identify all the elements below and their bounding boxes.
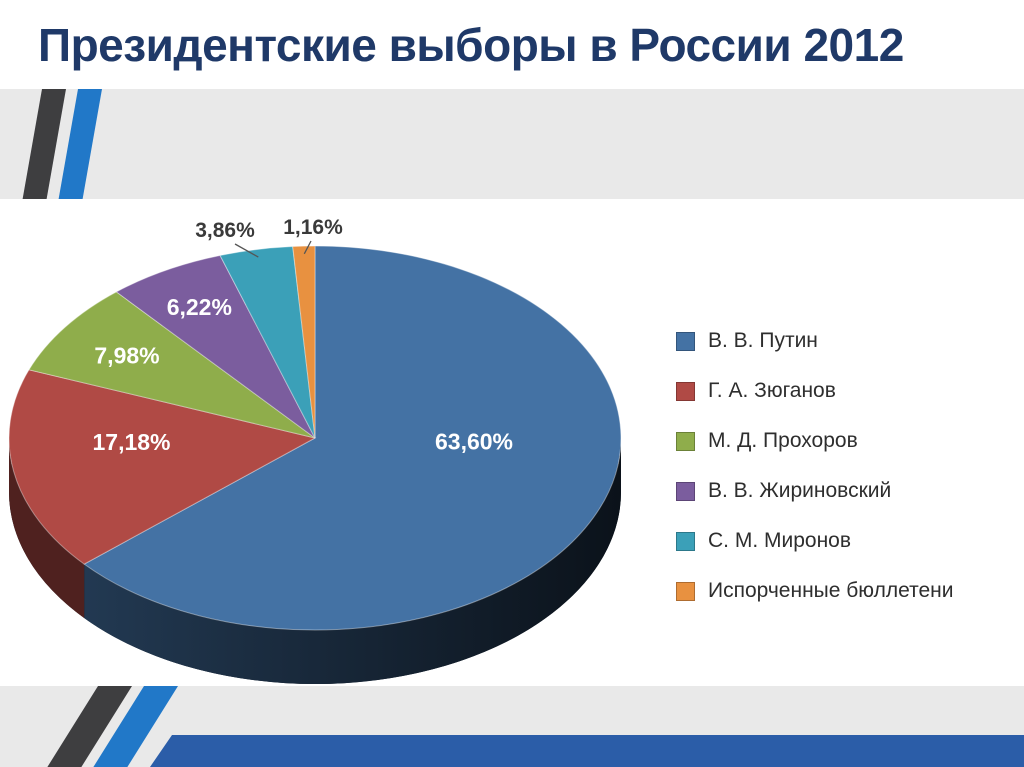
legend-swatch [676, 531, 695, 551]
legend-label: М. Д. Прохоров [708, 429, 858, 452]
decorative-stripe-dark-top [22, 89, 66, 199]
decorative-stripe-blue-top [58, 89, 102, 199]
slide-title: Президентские выборы в России 2012 [38, 18, 904, 71]
legend-label: Испорченные бюллетени [708, 579, 954, 602]
legend-label: В. В. Путин [708, 329, 818, 352]
pie-side-0 [84, 438, 621, 685]
legend-swatch [676, 481, 695, 501]
legend-label: В. В. Жириновский [708, 479, 892, 502]
pie-chart: 63,60% 17,18% 7,98% 6,22% 3,86% 1,16% [8, 216, 622, 685]
pie-slice-1 [8, 369, 317, 565]
legend-swatch [676, 331, 695, 351]
top-decoration-band [0, 89, 1024, 199]
pie-slice-5 [292, 245, 316, 439]
legend-label: С. М. Миронов [708, 529, 852, 552]
legend-item-2: М. Д. Прохоров [676, 428, 953, 454]
legend-item-3: В. В. Жириновский [676, 478, 953, 504]
pie-label-2: 7,98% [94, 342, 159, 368]
legend-swatch [676, 431, 695, 451]
bottom-decoration-band [0, 686, 1024, 767]
chart-legend: В. В. Путин Г. А. Зюганов М. Д. Прохоров В.… [676, 328, 953, 604]
pie-slice-2 [28, 291, 316, 439]
pie-slice-3 [115, 254, 316, 439]
pie-label-0: 63,60% [435, 429, 513, 455]
legend-item-5: Испорченные бюллетени [676, 578, 953, 604]
pie-slice-0 [83, 245, 622, 631]
pie-label-5: 1,16% [283, 216, 343, 239]
legend-swatch [676, 381, 695, 401]
legend-item-1: Г. А. Зюганов [676, 378, 953, 404]
pie-leader-line-4 [234, 243, 259, 258]
legend-item-4: С. М. Миронов [676, 528, 953, 554]
pie-label-4: 3,86% [195, 219, 255, 242]
legend-item-0: В. В. Путин [676, 328, 953, 354]
pie-leader-line-5 [303, 240, 312, 255]
pie-slice-4 [219, 245, 316, 439]
pie-label-1: 17,18% [92, 429, 170, 455]
pie-side-1 [8, 438, 85, 619]
bottom-accent-bar [150, 735, 1024, 767]
title-area: Президентские выборы в России 2012 [0, 0, 1024, 89]
pie-label-3: 6,22% [167, 294, 232, 320]
legend-label: Г. А. Зюганов [708, 379, 836, 402]
legend-swatch [676, 581, 695, 601]
